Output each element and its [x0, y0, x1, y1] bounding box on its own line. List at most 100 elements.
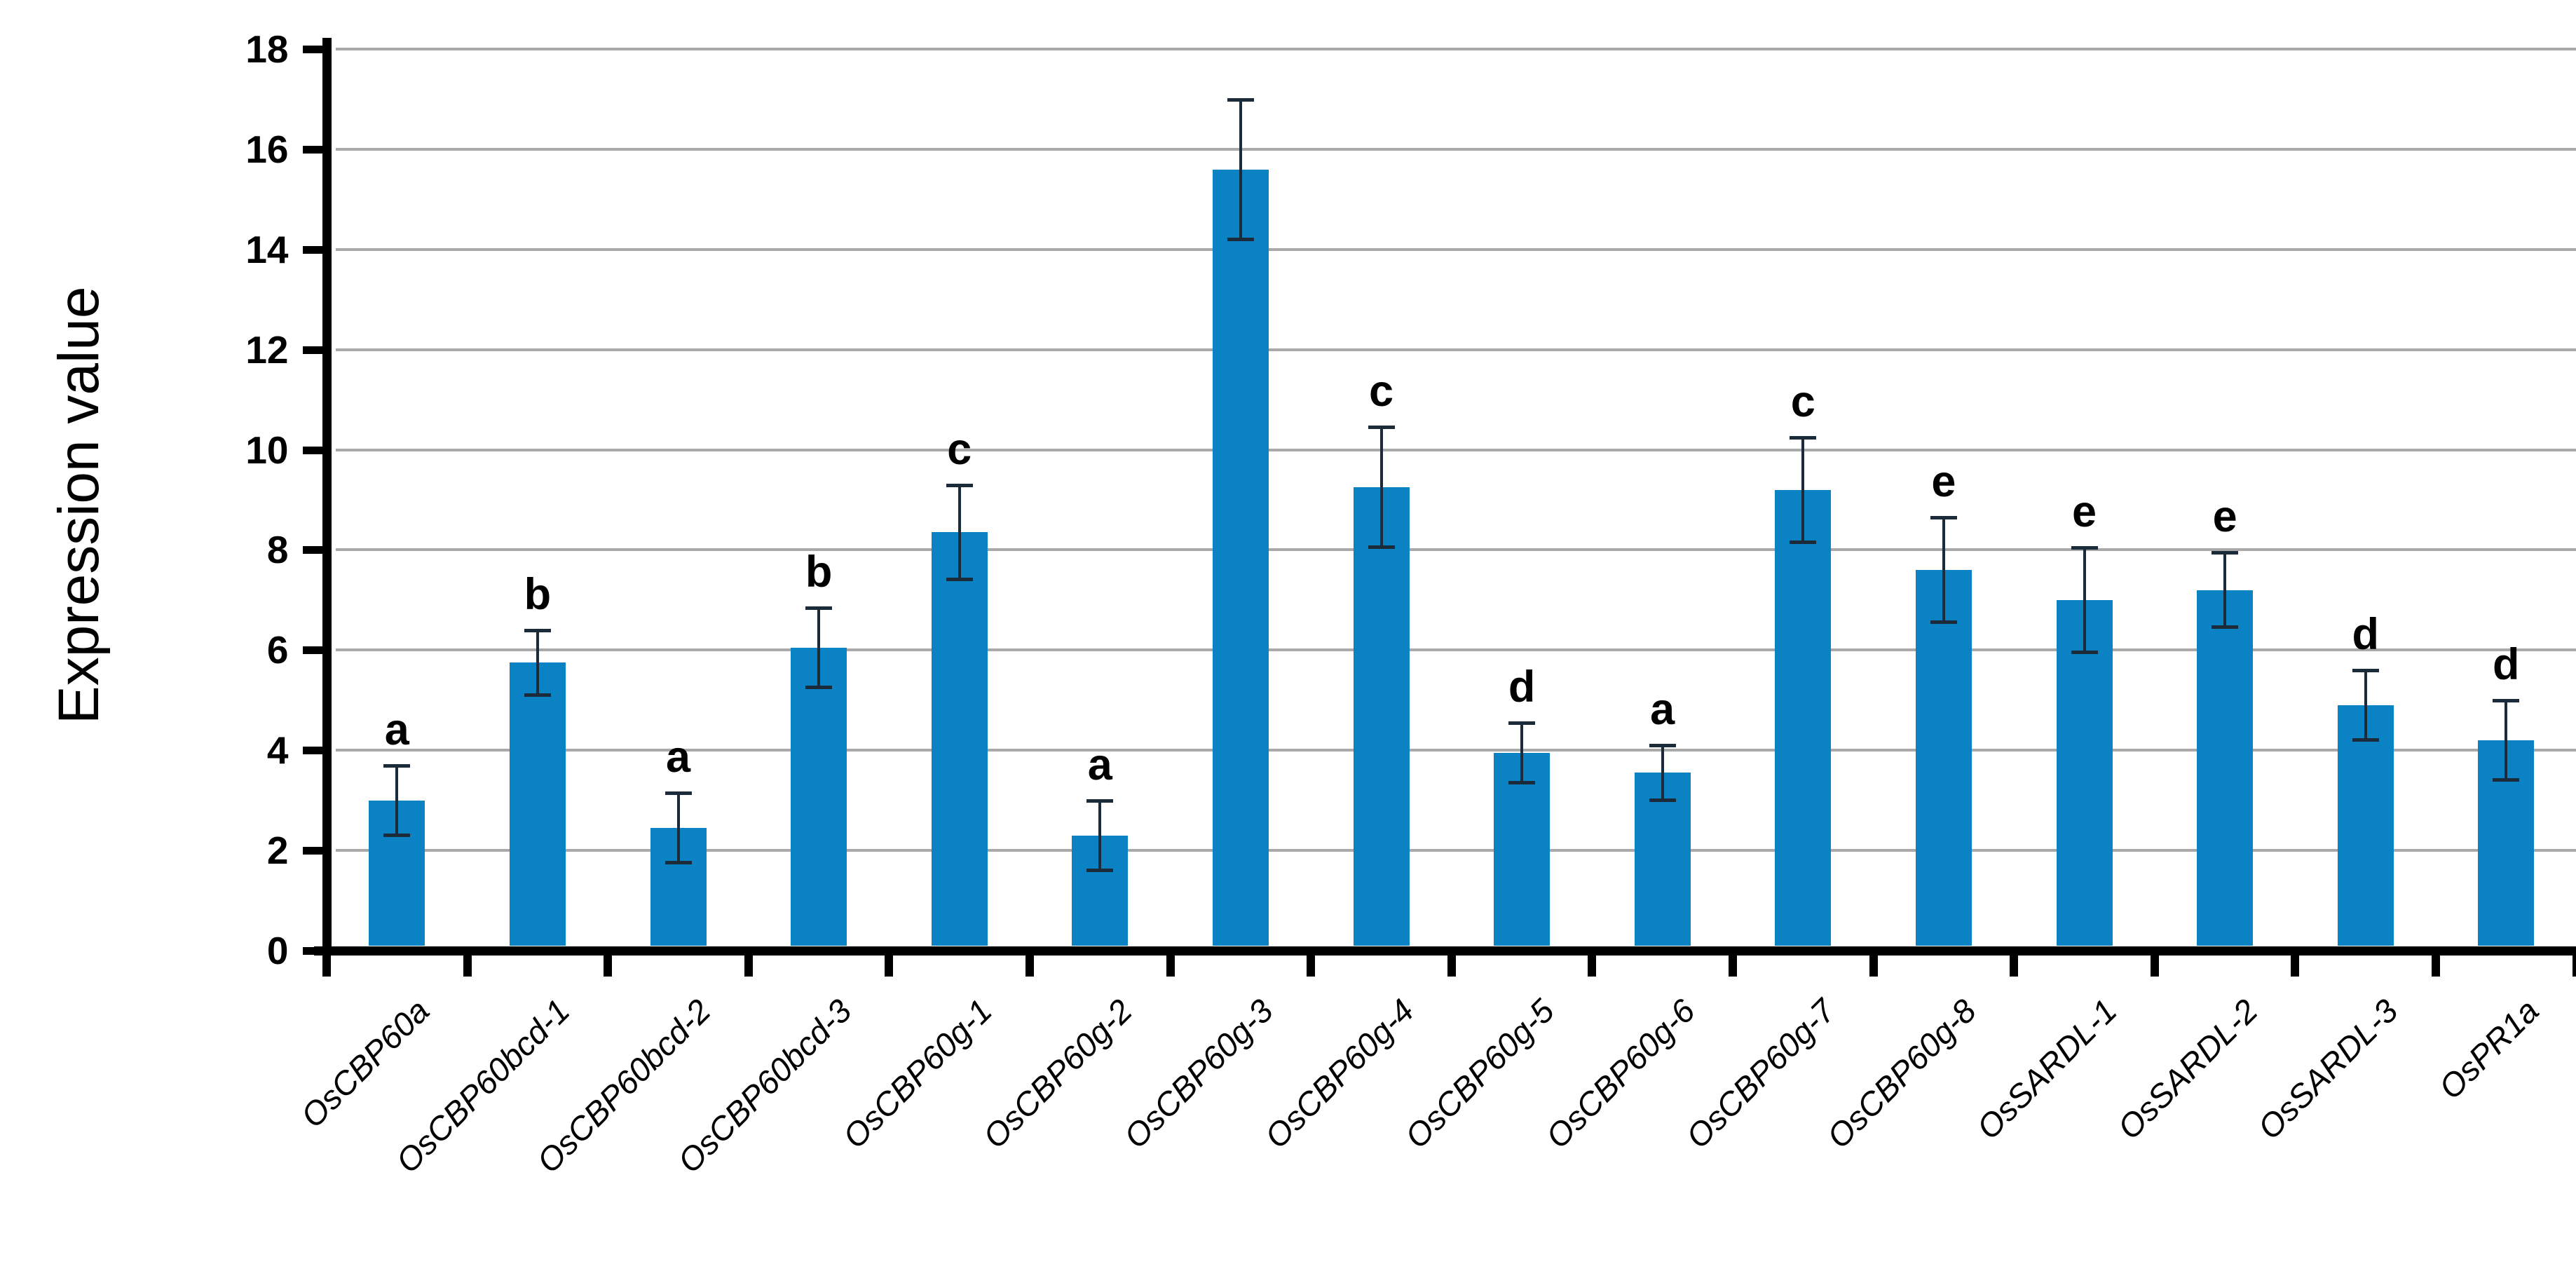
error-bar-cap-top-OsCBP60a	[383, 764, 410, 768]
x-tick-label-OsSARDL-3: OsSARDL-3	[2250, 991, 2406, 1147]
error-bar-cap-top-OsCBP60g-7	[1790, 436, 1816, 440]
x-axis-tick-1	[463, 956, 472, 977]
gridline-y12	[336, 348, 2576, 351]
error-bar-cap-top-OsSARDL-3	[2352, 669, 2379, 672]
y-tick-label-16: 16	[191, 127, 289, 172]
y-tick-label-14: 14	[191, 227, 289, 272]
bar-OsCBP60bcd-1	[510, 662, 566, 946]
error-bar-line-OsCBP60bcd-1	[536, 630, 539, 695]
error-bar-cap-top-OsSARDL-2	[2212, 551, 2238, 555]
error-bar-cap-top-OsCBP60g-6	[1649, 744, 1676, 747]
error-bar-cap-bottom-OsCBP60g-4	[1368, 545, 1395, 549]
x-axis-tick-4	[885, 956, 893, 977]
error-bar-cap-top-OsSARDL-1	[2071, 546, 2098, 550]
x-tick-label-OsCBP60g-5: OsCBP60g-5	[1397, 991, 1562, 1156]
x-axis-tick-10	[1729, 956, 1737, 977]
error-bar-line-OsCBP60g-1	[958, 485, 961, 580]
y-tick-label-12: 12	[191, 327, 289, 372]
x-axis-tick-8	[1447, 956, 1456, 977]
error-bar-line-OsSARDL-2	[2223, 552, 2226, 627]
bar-OsCBP60g-3	[1213, 170, 1269, 946]
significance-letter-OsSARDL-2: e	[2169, 494, 2281, 540]
error-bar-cap-bottom-OsPR1a	[2493, 778, 2519, 782]
error-bar-cap-bottom-OsCBP60g-1	[946, 578, 973, 581]
error-bar-cap-top-OsCBP60g-4	[1368, 426, 1395, 429]
gridline-y14	[336, 248, 2576, 251]
x-tick-label-OsCBP60g-7: OsCBP60g-7	[1678, 991, 1843, 1156]
error-bar-line-OsSARDL-3	[2364, 670, 2367, 740]
y-axis-title: Expression value	[41, 102, 118, 909]
error-bar-line-OsCBP60g-2	[1098, 801, 1101, 871]
error-bar-cap-bottom-OsCBP60bcd-2	[665, 861, 692, 864]
y-tick-label-18: 18	[191, 27, 289, 72]
bar-OsSARDL-2	[2197, 590, 2253, 946]
x-axis-tick-15	[2432, 956, 2440, 977]
significance-letter-OsCBP60g-1: c	[904, 426, 1016, 472]
x-axis-tick-6	[1166, 956, 1175, 977]
y-axis-line	[322, 38, 332, 955]
y-axis-tick-18	[303, 46, 322, 53]
x-tick-label-OsCBP60g-2: OsCBP60g-2	[975, 991, 1140, 1156]
error-bar-line-OsSARDL-1	[2083, 548, 2086, 653]
y-axis-tick-10	[303, 447, 322, 454]
x-tick-label-OsCBP60g-6: OsCBP60g-6	[1538, 991, 1703, 1156]
error-bar-line-OsCBP60g-6	[1661, 745, 1664, 801]
x-axis-tick-14	[2291, 956, 2299, 977]
error-bar-line-OsCBP60g-7	[1801, 437, 1804, 543]
x-axis-tick-11	[1869, 956, 1878, 977]
bar-OsCBP60g-4	[1354, 487, 1410, 946]
x-tick-label-OsPR1a: OsPR1a	[2431, 991, 2547, 1107]
significance-letter-OsCBP60a: a	[341, 707, 453, 753]
error-bar-line-OsCBP60g-3	[1239, 100, 1242, 240]
significance-letter-OsSARDL-1: e	[2029, 489, 2141, 535]
y-tick-label-8: 8	[191, 527, 289, 572]
significance-letter-OsCBP60g-7: c	[1747, 379, 1859, 425]
error-bar-cap-top-OsCBP60bcd-2	[665, 791, 692, 795]
significance-letter-OsCBP60bcd-3: b	[763, 549, 875, 595]
error-bar-cap-top-OsCBP60bcd-1	[524, 629, 551, 632]
y-axis-tick-16	[303, 146, 322, 154]
y-axis-tick-2	[303, 847, 322, 855]
y-tick-label-4: 4	[191, 728, 289, 773]
x-tick-label-OsCBP60g-3: OsCBP60g-3	[1116, 991, 1281, 1156]
x-axis-tick-7	[1307, 956, 1315, 977]
gridline-y8	[336, 548, 2576, 551]
significance-letter-OsSARDL-3: d	[2310, 611, 2422, 658]
error-bar-line-OsCBP60bcd-2	[677, 793, 680, 863]
error-bar-cap-bottom-OsCBP60g-2	[1086, 869, 1113, 872]
x-tick-label-OsCBP60g-8: OsCBP60g-8	[1819, 991, 1984, 1156]
y-axis-tick-12	[303, 346, 322, 354]
error-bar-line-OsCBP60a	[395, 766, 398, 836]
error-bar-cap-bottom-OsCBP60g-3	[1227, 238, 1254, 241]
x-tick-label-OsCBP60g-4: OsCBP60g-4	[1257, 991, 1422, 1156]
bar-OsCBP60bcd-3	[791, 648, 847, 946]
error-bar-cap-top-OsCBP60g-3	[1227, 98, 1254, 102]
error-bar-cap-bottom-OsCBP60g-6	[1649, 798, 1676, 802]
gridline-y18	[336, 48, 2576, 50]
bar-OsCBP60g-1	[932, 532, 988, 946]
x-axis-tick-9	[1588, 956, 1596, 977]
error-bar-line-OsCBP60bcd-3	[817, 608, 820, 688]
bar-OsCBP60g-8	[1916, 570, 1972, 946]
bar-OsCBP60g-7	[1775, 490, 1831, 946]
gridline-y16	[336, 148, 2576, 151]
error-bar-cap-top-OsPR1a	[2493, 699, 2519, 702]
significance-letter-OsCBP60bcd-2: a	[622, 734, 735, 780]
y-tick-label-0: 0	[191, 928, 289, 973]
error-bar-line-OsCBP60g-4	[1380, 427, 1383, 547]
significance-letter-OsCBP60g-2: a	[1044, 742, 1156, 788]
error-bar-cap-top-OsCBP60bcd-3	[805, 606, 832, 610]
error-bar-cap-bottom-OsCBP60g-7	[1790, 540, 1816, 544]
error-bar-cap-top-OsCBP60g-5	[1508, 721, 1535, 725]
x-axis-tick-2	[604, 956, 612, 977]
x-axis-tick-12	[2010, 956, 2018, 977]
error-bar-cap-bottom-OsSARDL-2	[2212, 625, 2238, 629]
x-axis-line	[314, 946, 2576, 956]
significance-letter-OsPR1a: d	[2450, 641, 2562, 688]
gridline-y10	[336, 449, 2576, 451]
error-bar-cap-bottom-OsSARDL-1	[2071, 651, 2098, 654]
significance-letter-OsCBP60g-4: c	[1326, 368, 1438, 414]
y-tick-label-6: 6	[191, 627, 289, 672]
x-tick-label-OsCBP60a: OsCBP60a	[293, 991, 437, 1135]
